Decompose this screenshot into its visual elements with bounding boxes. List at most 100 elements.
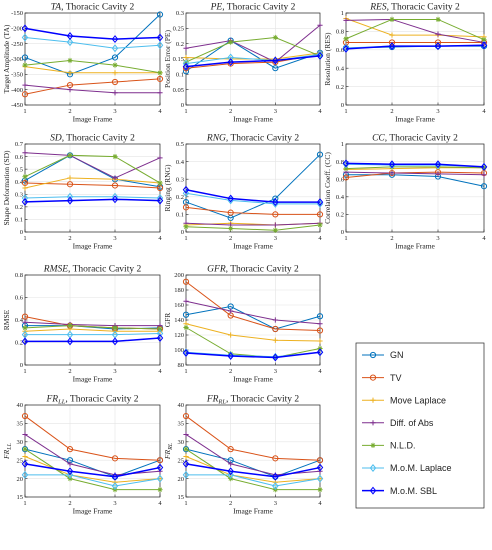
y-tick-label: 160 <box>174 302 184 309</box>
data-point <box>111 182 119 189</box>
chart-title: TA, Thoracic Cavity 2 <box>51 3 135 13</box>
data-point <box>182 59 190 68</box>
y-axis-label: Ringing (RNG) <box>163 164 172 211</box>
series-line <box>185 37 321 63</box>
y-tick-label: 0.4 <box>176 159 185 166</box>
data-point <box>272 34 278 41</box>
data-point <box>66 32 74 40</box>
series-line <box>345 171 485 178</box>
data-point <box>21 33 29 42</box>
series-line <box>345 171 485 176</box>
data-point <box>343 17 349 23</box>
series-line <box>185 415 321 461</box>
data-point <box>272 337 278 343</box>
data-point <box>112 70 118 76</box>
y-tick-label: 0.2 <box>176 194 184 201</box>
data-point <box>66 181 74 188</box>
data-point <box>21 54 29 61</box>
data-point <box>156 75 164 83</box>
data-point <box>21 470 29 479</box>
series-line <box>24 154 161 184</box>
y-tick-label: -150 <box>11 10 23 17</box>
y-tick-label: 0 <box>341 229 344 236</box>
data-point <box>316 198 324 207</box>
y-tick-label: 0.6 <box>336 47 345 54</box>
y-tick-label: 0.8 <box>15 272 23 279</box>
series-m-o-m-sbl <box>182 185 324 207</box>
legend-label: Move Laplace <box>390 395 446 405</box>
chart-cc: 0 0.2 0.4 0.6 0.8 1 1 2 3 4 CC, Thoracic Cavity 2 I… <box>323 134 488 251</box>
y-tick-label: 0 <box>181 102 184 109</box>
series-line <box>185 448 320 491</box>
y-tick-label: 15 <box>17 494 24 501</box>
data-point <box>182 62 190 71</box>
data-point <box>111 472 119 481</box>
series-line <box>24 321 160 327</box>
data-point <box>481 172 487 178</box>
legend-marker <box>369 374 377 381</box>
data-point <box>316 463 324 472</box>
series-line <box>185 55 321 68</box>
y-tick-label: 0.2 <box>15 204 23 211</box>
data-point <box>67 87 73 93</box>
x-axis-label: Image Frame <box>233 242 273 251</box>
series-line <box>185 281 321 331</box>
series-line <box>185 206 320 215</box>
y-axis-label: Resolution (RES) <box>323 32 332 86</box>
data-point <box>111 35 119 44</box>
data-point <box>316 348 324 357</box>
series-line <box>185 463 321 478</box>
x-tick-label: 3 <box>274 500 277 507</box>
series-line <box>24 84 160 94</box>
y-tick-label: 0 <box>20 229 23 236</box>
y-tick-label: -300 <box>11 56 23 63</box>
x-tick-label: 2 <box>229 500 232 507</box>
chart-title: PE, Thoracic Cavity 2 <box>210 3 296 13</box>
legend-box <box>355 342 485 509</box>
series-m-o-m-sbl <box>342 41 488 53</box>
series-m-o-m-sbl <box>21 334 164 346</box>
y-tick-label: 0.4 <box>336 194 345 201</box>
series-line <box>345 18 485 41</box>
data-point <box>272 211 279 218</box>
data-point <box>272 472 279 481</box>
x-tick-label: 1 <box>344 108 347 115</box>
data-point <box>272 455 279 462</box>
series-line <box>185 192 320 205</box>
series-gn <box>182 151 324 222</box>
x-tick-label: 3 <box>274 235 277 242</box>
legend-label: Diff. of Abs <box>390 418 434 428</box>
data-point <box>227 58 234 67</box>
x-tick-label: 2 <box>229 235 232 242</box>
data-point <box>112 62 118 68</box>
data-point <box>227 446 234 453</box>
data-point <box>316 151 324 158</box>
data-point <box>182 278 190 285</box>
data-point <box>389 32 395 38</box>
legend-entry: GN <box>362 350 404 360</box>
x-tick-label: 2 <box>68 368 71 375</box>
data-point <box>343 36 349 42</box>
legend-label: M.o.M. SBL <box>390 486 437 496</box>
series-line <box>185 154 321 219</box>
series-m-o-m-sbl <box>21 195 164 206</box>
y-tick-label: 0.7 <box>15 141 24 148</box>
data-point <box>156 196 164 205</box>
y-tick-label: 0.25 <box>173 26 184 33</box>
data-point <box>480 41 488 50</box>
data-point <box>157 70 163 76</box>
data-point <box>272 353 279 362</box>
series-m-o-m-sbl <box>182 459 324 481</box>
legend-entry: N.L.D. <box>362 441 416 451</box>
legend: GN TV Move Laplace Diff. of Abs N.L.D. M.o.M.… <box>355 342 485 509</box>
x-tick-label: 3 <box>113 368 116 375</box>
chart-frrl: 15 20 25 30 35 40 1 2 3 4 FRRL, Thoracic Cavity 2 I… <box>163 395 324 516</box>
data-point <box>157 155 163 161</box>
series-line <box>24 456 161 483</box>
data-point <box>111 337 119 346</box>
data-point <box>157 487 163 493</box>
x-axis-label: Image Frame <box>73 242 113 251</box>
x-tick-label: 4 <box>158 108 162 115</box>
y-tick-label: 140 <box>174 317 184 324</box>
data-point <box>182 470 190 479</box>
